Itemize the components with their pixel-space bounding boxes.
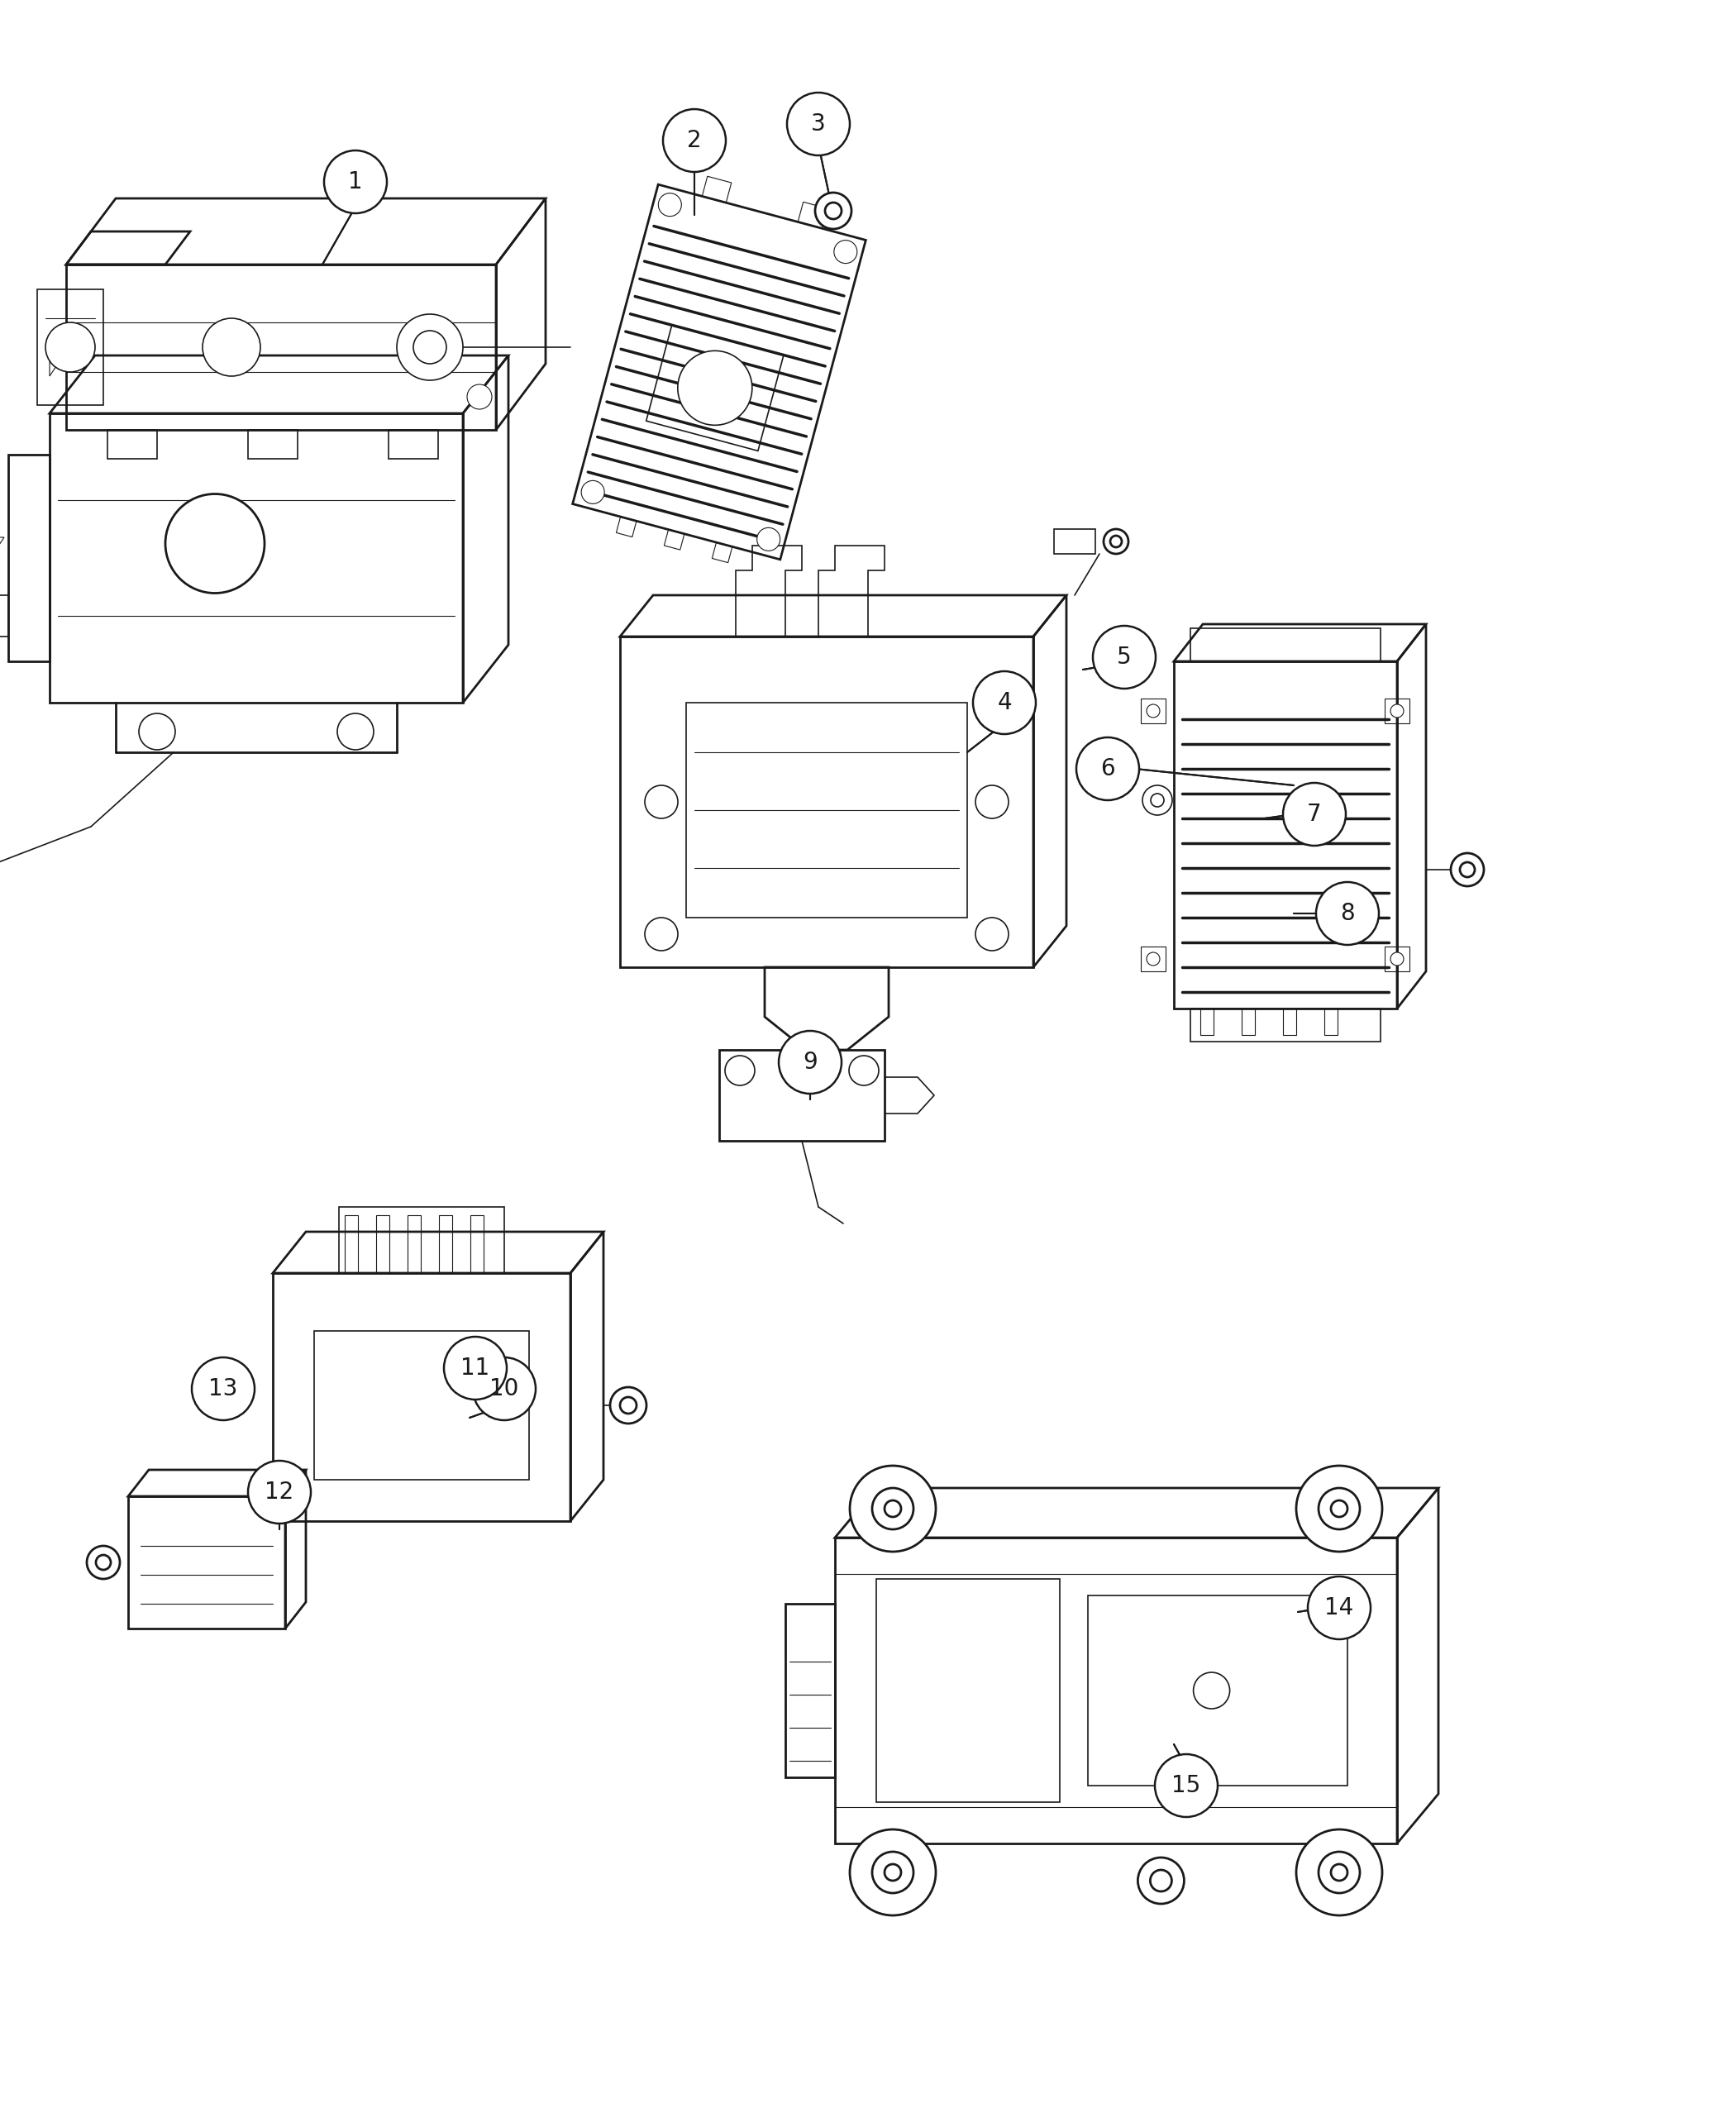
Circle shape: [1307, 1577, 1371, 1640]
Circle shape: [1316, 881, 1378, 944]
Text: 11: 11: [460, 1358, 490, 1381]
Text: 10: 10: [490, 1377, 519, 1400]
Text: 7: 7: [1307, 803, 1321, 826]
Circle shape: [726, 1056, 755, 1086]
Text: 13: 13: [208, 1377, 238, 1400]
Circle shape: [825, 202, 842, 219]
Circle shape: [1146, 704, 1160, 717]
Circle shape: [1154, 1754, 1217, 1817]
Circle shape: [871, 1488, 913, 1528]
Circle shape: [786, 93, 851, 156]
Text: 3: 3: [811, 112, 826, 135]
Circle shape: [1460, 862, 1476, 877]
Circle shape: [472, 1358, 536, 1421]
Circle shape: [609, 1387, 646, 1423]
Text: 12: 12: [266, 1480, 293, 1503]
Circle shape: [663, 110, 726, 173]
Circle shape: [165, 493, 264, 592]
Circle shape: [658, 194, 682, 217]
Circle shape: [1111, 535, 1121, 548]
Circle shape: [337, 713, 373, 750]
Text: 15: 15: [1172, 1775, 1201, 1798]
Text: 5: 5: [1116, 645, 1132, 668]
Circle shape: [87, 1545, 120, 1579]
Circle shape: [851, 1830, 936, 1916]
Text: 4: 4: [996, 691, 1012, 715]
Circle shape: [582, 481, 604, 504]
Circle shape: [885, 1501, 901, 1518]
Circle shape: [1142, 786, 1172, 816]
Circle shape: [757, 527, 779, 550]
Circle shape: [398, 314, 464, 379]
Circle shape: [779, 1031, 842, 1094]
Circle shape: [1391, 704, 1404, 717]
Circle shape: [1332, 1863, 1347, 1880]
Circle shape: [1137, 1857, 1184, 1904]
Circle shape: [444, 1336, 507, 1400]
Circle shape: [45, 323, 95, 371]
Circle shape: [1297, 1830, 1382, 1916]
Circle shape: [1451, 854, 1484, 885]
Circle shape: [1151, 1870, 1172, 1891]
Circle shape: [1104, 529, 1128, 554]
Circle shape: [413, 331, 446, 365]
Circle shape: [1193, 1672, 1229, 1710]
Text: 6: 6: [1101, 757, 1115, 780]
Text: 14: 14: [1325, 1596, 1354, 1619]
Circle shape: [1391, 953, 1404, 965]
Circle shape: [1094, 626, 1156, 689]
Circle shape: [677, 350, 752, 426]
Text: 1: 1: [349, 171, 363, 194]
Circle shape: [972, 670, 1036, 734]
Circle shape: [644, 917, 677, 951]
Circle shape: [467, 384, 491, 409]
Circle shape: [976, 917, 1009, 951]
Circle shape: [871, 1851, 913, 1893]
Text: 8: 8: [1340, 902, 1354, 925]
Circle shape: [1319, 1851, 1359, 1893]
Circle shape: [139, 713, 175, 750]
Circle shape: [325, 150, 387, 213]
Circle shape: [1283, 782, 1345, 845]
Circle shape: [849, 1056, 878, 1086]
Circle shape: [644, 786, 677, 818]
Circle shape: [816, 192, 851, 230]
Circle shape: [1146, 953, 1160, 965]
Circle shape: [1332, 1501, 1347, 1518]
Circle shape: [203, 318, 260, 375]
Circle shape: [191, 1358, 255, 1421]
Circle shape: [95, 1556, 111, 1570]
Text: 9: 9: [802, 1050, 818, 1073]
Circle shape: [1151, 793, 1163, 807]
Circle shape: [1297, 1465, 1382, 1551]
Circle shape: [620, 1398, 637, 1414]
Circle shape: [248, 1461, 311, 1524]
Circle shape: [833, 240, 858, 264]
Circle shape: [885, 1863, 901, 1880]
Circle shape: [851, 1465, 936, 1551]
Circle shape: [976, 786, 1009, 818]
Circle shape: [1319, 1488, 1359, 1528]
Circle shape: [1076, 738, 1139, 801]
Text: 2: 2: [687, 129, 701, 152]
